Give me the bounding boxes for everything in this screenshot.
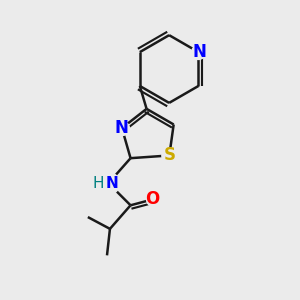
Text: N: N	[192, 43, 206, 61]
Text: S: S	[163, 146, 175, 164]
Text: H: H	[92, 176, 104, 191]
Text: N: N	[106, 176, 119, 191]
Text: N: N	[115, 119, 129, 137]
Text: O: O	[146, 190, 160, 208]
